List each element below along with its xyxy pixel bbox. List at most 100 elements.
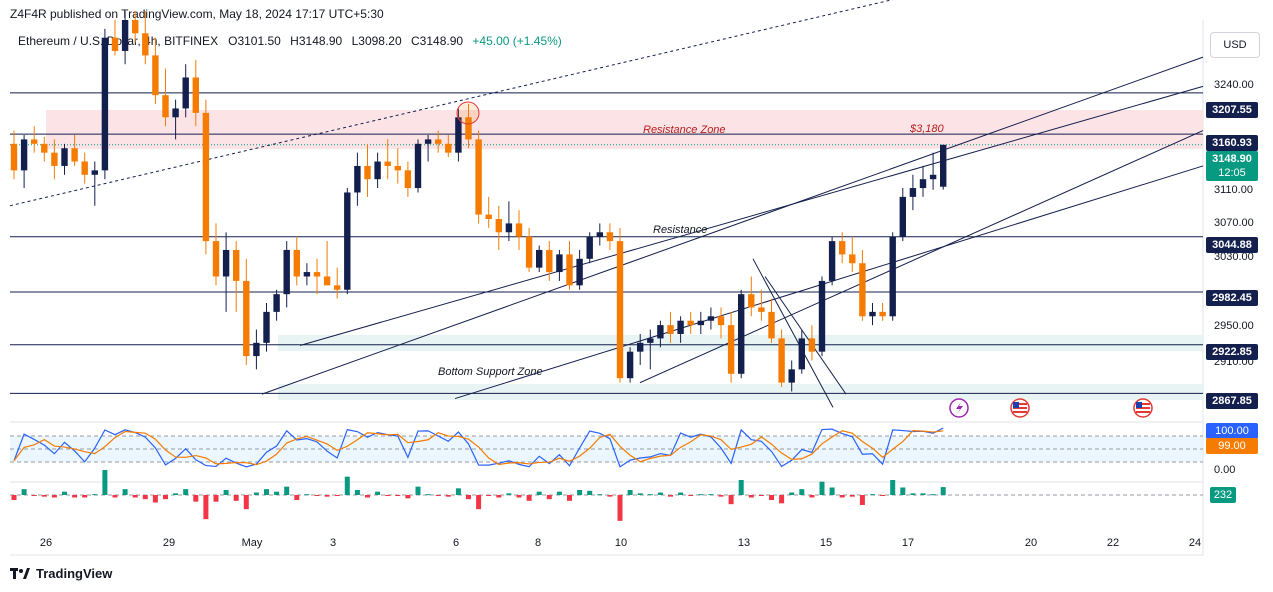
low-value: 3098.20 [358,34,402,48]
candle-body [121,20,129,51]
candle-body [414,143,422,189]
histogram-bar [910,493,916,495]
histogram-bar [839,495,845,498]
histogram-bar [274,491,280,495]
us-flag-event-icon[interactable] [1010,398,1030,418]
histogram-bar [849,495,855,497]
date-tick: 29 [162,537,176,549]
candle-body [394,165,401,171]
histogram-bar [859,495,865,505]
histogram-bar [668,495,673,497]
histogram-bar [678,492,684,495]
symbol-ohlc-line: Ethereum / U.S. Dollar, 4h, BITFINEX O31… [18,34,562,48]
candle-body [828,241,836,281]
histogram-bar [577,490,583,495]
candle-body [929,174,937,180]
histogram-bar [789,492,795,495]
histogram-bar [213,495,219,502]
candle-body [41,143,48,153]
candle-body [879,311,886,317]
histogram-bar [536,491,542,495]
histogram-bar [819,481,825,495]
candle-body [768,311,775,339]
candle-body [222,249,230,277]
histogram-bar [758,495,764,496]
resistance-zone [46,110,1203,149]
close-label: C [411,34,420,48]
candle-body [626,351,634,379]
candle-body [182,77,189,109]
stoch-k-tag: 100.00 [1206,423,1258,439]
histogram-bar [253,492,259,495]
candle-body [374,161,381,180]
histogram-bar [496,495,502,498]
price-tag-3160: 3160.93 [1206,135,1258,151]
histogram-bar [11,495,17,500]
candle-body [778,338,785,383]
histogram-bar [637,493,643,495]
price-tick: 3110.00 [1214,184,1253,196]
candle-body [697,320,704,326]
date-tick: 6 [452,537,460,549]
footer-brand: TradingView [36,566,113,581]
candle-body [869,311,876,317]
candle-body [839,241,846,255]
histogram-bar [51,495,57,498]
publisher-line: Z4F4R published on TradingView.com, May … [10,7,384,21]
histogram-bar [728,495,734,505]
target-price-label: $3,180 [910,123,944,135]
histogram-bar [738,480,744,495]
candle-body [798,338,805,370]
candle-body [263,311,270,343]
histogram-bar [223,490,229,495]
date-tick: May [241,537,263,549]
histogram-bar [445,495,451,497]
candle-body [243,280,250,357]
histogram-bar [435,495,441,496]
trend-line [299,85,1204,346]
histogram-bar [546,495,552,500]
trend-line [454,165,1204,400]
candle-body [132,20,139,34]
candle-body [364,165,371,180]
candle-body [142,33,149,56]
candle-body [283,249,290,295]
histogram-bar [718,495,724,497]
price-tag-2922: 2922.85 [1206,344,1258,360]
histogram-bar [890,480,896,495]
histogram-bar [21,489,27,495]
histogram-bar [334,495,340,496]
us-flag-event-icon[interactable] [1133,398,1153,418]
candle-body [748,294,755,308]
histogram-bar [466,495,471,500]
countdown-tag: 12:05 [1206,165,1258,181]
candle-body [647,338,654,343]
date-tick: 13 [737,537,751,549]
candle-body [111,37,119,51]
histogram-bar [617,495,623,521]
currency-button[interactable]: USD [1210,32,1260,58]
histogram-bar [607,495,613,497]
histogram-bar [354,490,360,495]
histogram-bar [556,491,562,495]
candle-body [354,165,361,193]
histogram-bar [405,495,411,499]
candle-body [435,139,442,144]
candle-body [313,272,321,277]
tradingview-logo[interactable]: TradingView [10,566,112,581]
candle-body [637,342,644,352]
trend-line [9,0,894,207]
histogram-bar [455,488,461,495]
stoch-d-tag: 99.00 [1206,438,1258,454]
histogram-bar [425,494,431,496]
candle-body [889,236,896,317]
histogram-bar [31,495,37,496]
histogram-bar [516,495,522,498]
date-tick: 3 [329,537,337,549]
lightning-event-icon[interactable] [949,398,969,418]
histogram-bar [385,495,391,496]
candle-body [687,320,694,326]
histogram-bar [112,495,118,498]
histogram-bar [486,495,492,496]
